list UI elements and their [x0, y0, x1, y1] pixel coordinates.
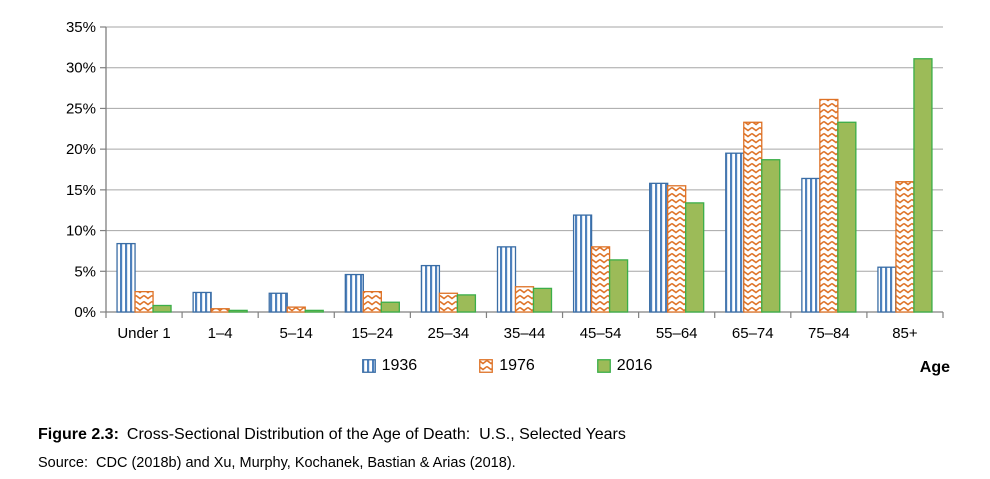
bar-1976-35–44	[514, 286, 535, 313]
bar-1936-85+	[877, 266, 897, 313]
bar-1936-15–24	[344, 273, 364, 313]
figure-caption-text: Cross-Sectional Distribution of the Age …	[126, 426, 626, 443]
bar-1976-Under 1	[134, 290, 154, 313]
bar-1936-Under 1	[116, 242, 136, 313]
bar-2016-85+	[913, 58, 933, 313]
y-tick-label: 35%	[66, 19, 96, 36]
bar-1936-35–44	[496, 246, 517, 313]
x-category-label: 35–44	[504, 325, 546, 342]
bar-1936-5–14	[268, 292, 288, 313]
bar-1976-55–64	[667, 185, 687, 313]
bar-2016-Under 1	[152, 304, 172, 313]
bar-chart: 0% 5% 10% 15% 20% 25% 30% 35% Under 1 1–4 5–14 15–2…	[66, 19, 944, 342]
x-category-label: 25–34	[428, 325, 470, 342]
bar-2016-55–64	[685, 202, 705, 313]
bar-1976-1–4	[210, 308, 230, 313]
x-category-label: 15–24	[351, 325, 393, 342]
legend-label-1936: 1936	[381, 357, 418, 374]
chart-legend: 1936 1976 2016 Age	[0, 357, 990, 383]
legend-swatch-1936-icon	[361, 359, 376, 373]
x-category-label: 45–54	[580, 325, 622, 342]
x-category-label: 5–14	[280, 325, 313, 342]
legend-item-1976: 1976	[479, 357, 535, 375]
bar-1936-45–54	[572, 214, 593, 313]
bar-2016-5–14	[304, 309, 324, 313]
bar-1976-25–34	[438, 292, 459, 313]
y-tick-label: 30%	[66, 60, 96, 77]
bar-2016-15–24	[380, 301, 400, 313]
x-category-label: 85+	[892, 325, 918, 342]
legend-label-1976: 1976	[499, 357, 535, 374]
figure-caption: Figure 2.3: Cross-Sectional Distribution …	[38, 426, 626, 444]
bar-2016-45–54	[608, 259, 629, 313]
legend-label-2016: 2016	[616, 357, 653, 374]
figure-source: Source: CDC (2018b) and Xu, Murphy, Koch…	[38, 455, 516, 471]
bar-1976-5–14	[286, 306, 306, 313]
bar-1936-75–84	[801, 177, 821, 313]
y-tick-label: 25%	[66, 100, 96, 117]
legend-items: 1936 1976 2016	[12, 357, 990, 375]
legend-item-1936: 1936	[361, 357, 418, 375]
bar-2016-1–4	[228, 309, 248, 313]
bar-2016-25–34	[456, 294, 477, 313]
bar-1976-15–24	[362, 290, 382, 313]
y-tick-label: 15%	[66, 182, 96, 199]
bar-1976-45–54	[590, 246, 611, 313]
x-category-label: 75–84	[808, 325, 850, 342]
bar-1976-65–74	[743, 121, 763, 313]
x-axis-title: Age	[919, 359, 950, 376]
legend-item-2016: 2016	[596, 357, 653, 375]
x-category-label: Under 1	[117, 325, 170, 342]
y-tick-label: 20%	[66, 141, 96, 158]
bar-1936-55–64	[649, 182, 669, 313]
bar-1976-75–84	[819, 98, 839, 313]
bar-2016-35–44	[532, 287, 553, 313]
bar-1936-1–4	[192, 291, 212, 313]
legend-swatch-1976-icon	[479, 359, 494, 373]
x-category-label: 65–74	[732, 325, 774, 342]
bar-1976-85+	[895, 181, 915, 313]
bar-1936-65–74	[725, 152, 745, 313]
y-tick-label: 0%	[74, 304, 96, 321]
bar-2016-75–84	[837, 121, 857, 313]
x-category-label: 1–4	[208, 325, 233, 342]
y-tick-label: 5%	[74, 263, 96, 280]
bar-2016-65–74	[761, 159, 781, 313]
bar-1936-25–34	[420, 264, 441, 313]
legend-swatch-2016-icon	[596, 359, 611, 373]
figure-caption-label: Figure 2.3:	[38, 426, 119, 443]
y-tick-label: 10%	[66, 223, 96, 240]
x-category-label: 55–64	[656, 325, 698, 342]
